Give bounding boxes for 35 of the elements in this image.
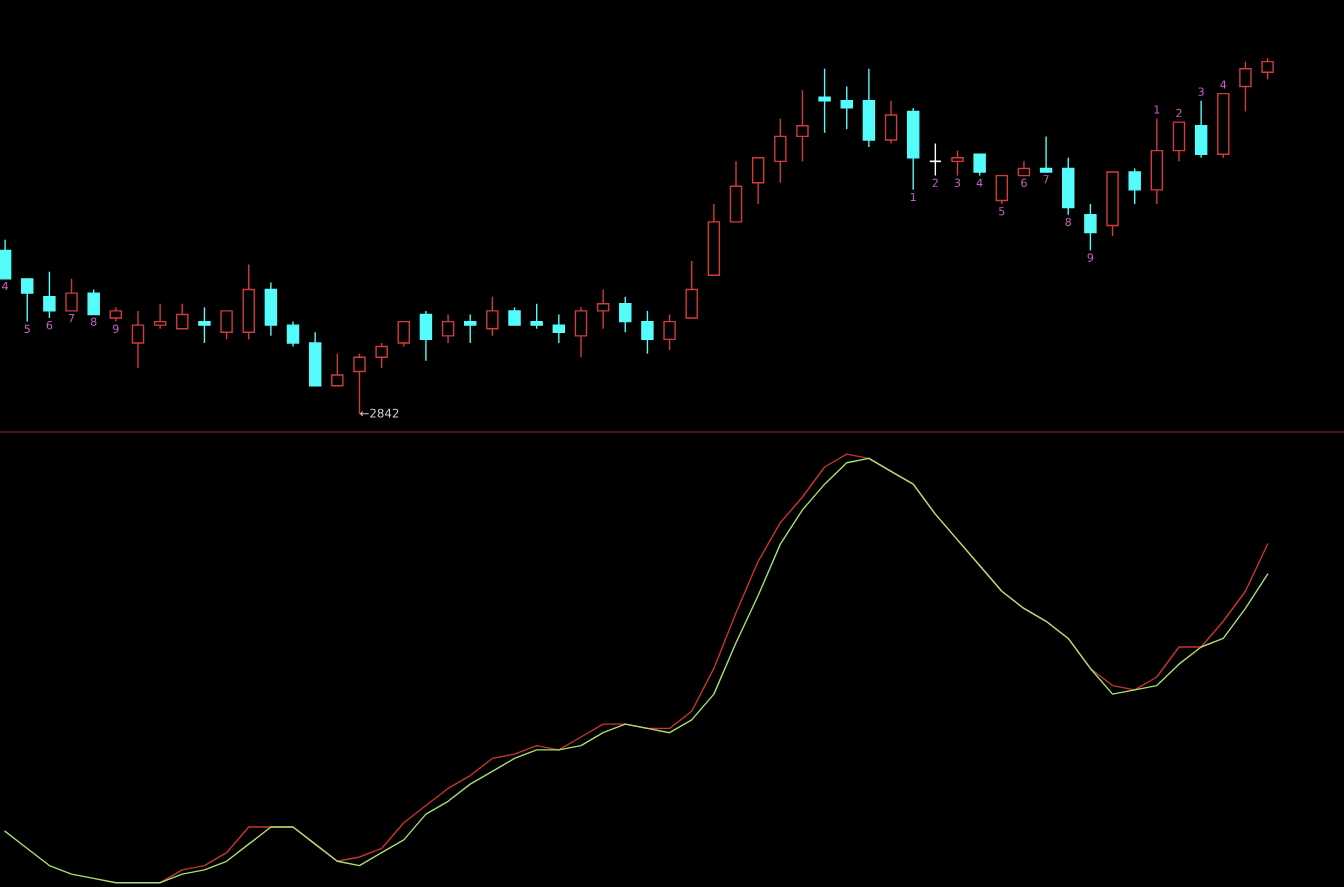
candlestick — [441, 313, 455, 344]
text: 8 — [1065, 217, 1072, 227]
candlestick — [552, 313, 566, 344]
candlestick — [596, 288, 610, 330]
text: 7 — [68, 314, 75, 323]
candlestick — [796, 89, 809, 163]
candlestick — [419, 310, 433, 362]
candlestick — [884, 100, 898, 145]
candlestick — [286, 320, 300, 348]
candlestick — [153, 303, 167, 330]
candlestick — [574, 306, 588, 358]
candlestick — [862, 68, 876, 148]
text: 4 — [976, 178, 983, 187]
text: 5 — [24, 324, 30, 333]
annotation: ←2842 — [360, 408, 399, 418]
text: 3 — [1198, 87, 1204, 96]
candlestick — [1194, 100, 1208, 159]
text: 2 — [1176, 108, 1182, 118]
candlestick — [109, 306, 123, 323]
text: 4 — [2, 281, 9, 291]
text: 3 — [954, 178, 961, 187]
text: 4 — [1220, 80, 1227, 89]
text: 9 — [1087, 253, 1094, 262]
text: 6 — [1021, 178, 1027, 187]
text: 8 — [90, 317, 97, 326]
candlestick — [1150, 117, 1164, 205]
candlestick — [131, 310, 145, 369]
text: 5 — [999, 207, 1005, 216]
text: 9 — [113, 324, 119, 333]
text: 7 — [1043, 175, 1049, 184]
text: 1 — [910, 192, 916, 202]
text: 6 — [46, 321, 53, 330]
text: 2 — [932, 178, 938, 187]
candlestick — [264, 281, 278, 337]
text: 1 — [1154, 105, 1160, 114]
